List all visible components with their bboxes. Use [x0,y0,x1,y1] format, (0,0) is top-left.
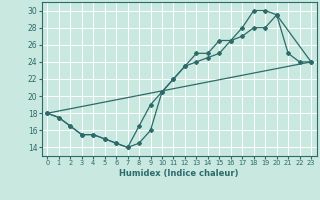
X-axis label: Humidex (Indice chaleur): Humidex (Indice chaleur) [119,169,239,178]
